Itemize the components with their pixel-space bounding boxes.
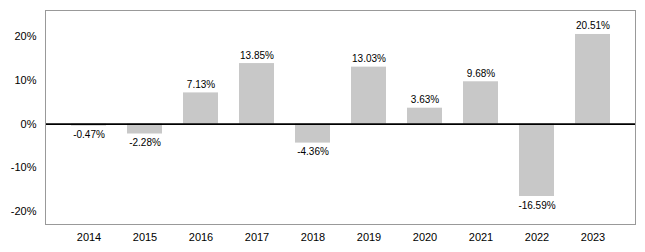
svg-text:9.68%: 9.68%	[467, 68, 495, 79]
svg-text:2017: 2017	[245, 231, 269, 243]
svg-text:-10%: -10%	[11, 161, 37, 173]
svg-text:2023: 2023	[581, 231, 605, 243]
svg-text:2019: 2019	[357, 231, 381, 243]
svg-text:13.85%: 13.85%	[240, 50, 274, 61]
svg-text:0%: 0%	[21, 118, 37, 130]
svg-text:2016: 2016	[189, 231, 213, 243]
svg-text:3.63%: 3.63%	[411, 94, 439, 105]
svg-text:2021: 2021	[469, 231, 493, 243]
svg-text:-20%: -20%	[11, 205, 37, 217]
svg-text:-0.47%: -0.47%	[73, 129, 105, 140]
svg-text:7.13%: 7.13%	[187, 79, 215, 90]
svg-text:2015: 2015	[133, 231, 157, 243]
svg-text:2022: 2022	[525, 231, 549, 243]
svg-text:2020: 2020	[413, 231, 437, 243]
svg-text:20%: 20%	[14, 30, 36, 42]
svg-text:2018: 2018	[301, 231, 325, 243]
svg-text:-2.28%: -2.28%	[129, 137, 161, 148]
svg-text:2014: 2014	[77, 231, 101, 243]
svg-text:20.51%: 20.51%	[576, 20, 610, 31]
svg-text:-4.36%: -4.36%	[297, 146, 329, 157]
svg-text:10%: 10%	[14, 74, 36, 86]
svg-text:-16.59%: -16.59%	[518, 200, 555, 211]
svg-text:13.03%: 13.03%	[352, 53, 386, 64]
